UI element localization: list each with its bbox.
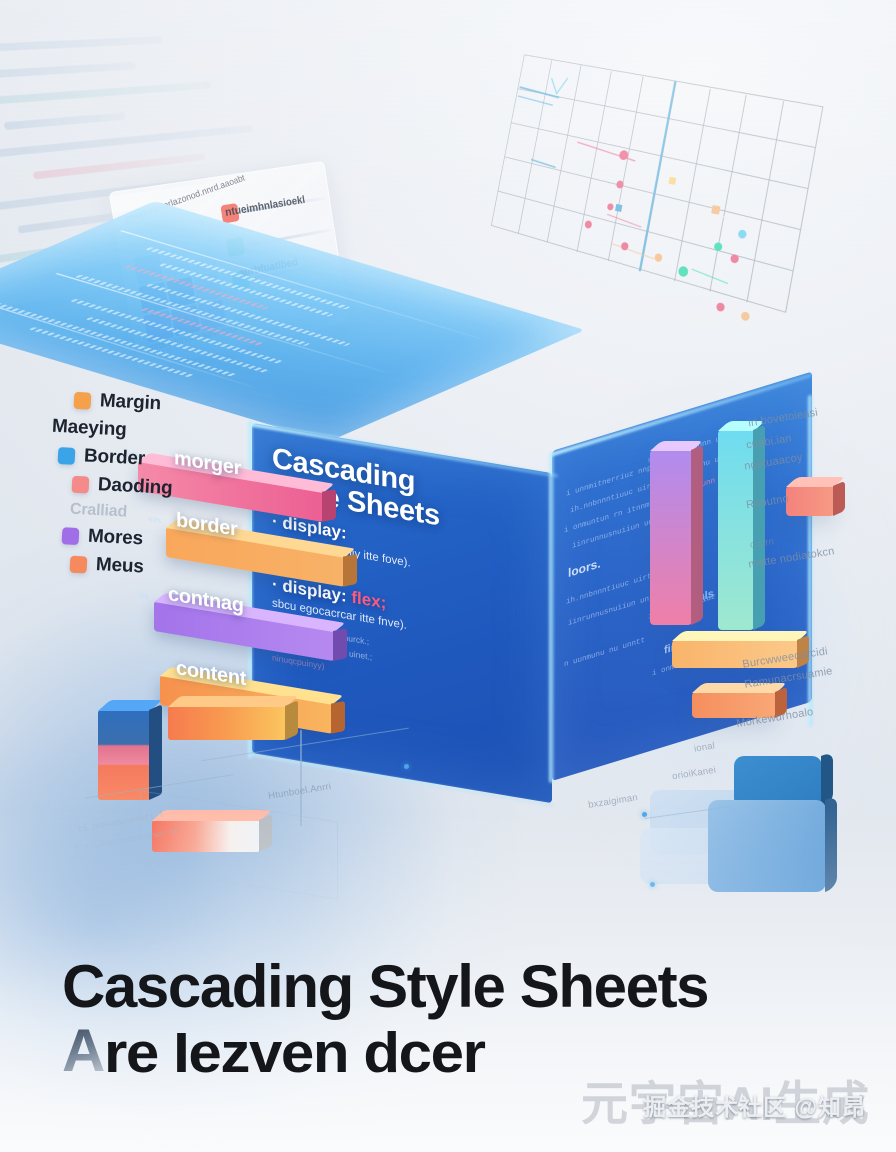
watermark-foreground: 掘金技术社区 @知昂	[643, 1094, 866, 1120]
page-title-line2: Are Iezven dcer	[62, 1020, 862, 1084]
page-title-line1: Cascading Style Sheets	[62, 953, 710, 1020]
page-title: Cascading Style Sheets Are Iezven dcer	[62, 957, 862, 1084]
watermark-background: 元宇宙AI生成	[581, 1077, 870, 1130]
page-title-line2-rest: re Iezven dcer	[103, 1020, 486, 1084]
page-title-line2-initial: A	[62, 1016, 105, 1084]
